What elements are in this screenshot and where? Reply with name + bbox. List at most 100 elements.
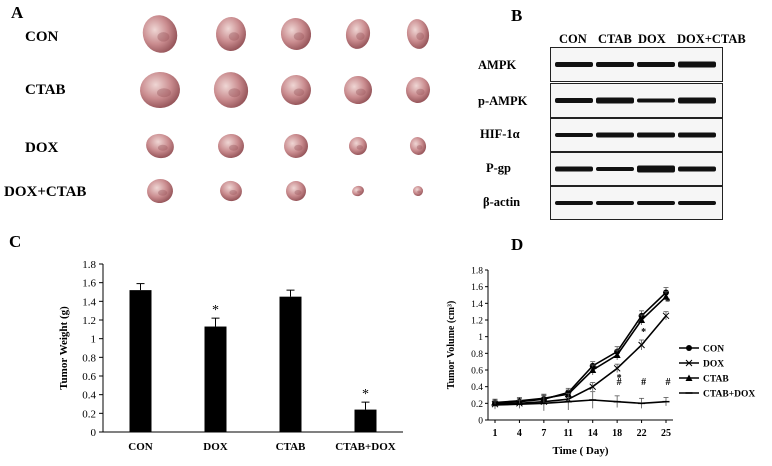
y-tick-label: 0.8: [471, 350, 483, 360]
x-tick-label: 11: [564, 428, 573, 439]
blot-band: [678, 166, 716, 172]
tumor: [413, 186, 423, 196]
series-point: [589, 383, 597, 391]
series-point: [662, 312, 670, 320]
tumor-spot: [228, 32, 240, 41]
tumor-row-label-dox-ctab: DOX+CTAB: [4, 184, 87, 200]
series-point: [613, 351, 621, 358]
y-tick-label: 1.4: [471, 300, 483, 310]
series-line: [494, 315, 667, 405]
tumor: [147, 178, 173, 204]
tumor-spot: [157, 88, 171, 98]
blot-band: [555, 133, 593, 137]
significance-hash: #: [666, 377, 671, 388]
series-point: [613, 364, 621, 372]
tumor-row-label-ctab: CTAB: [25, 82, 66, 98]
tumor-spot: [356, 145, 363, 150]
legend-label: CTAB+DOX: [703, 390, 755, 400]
bar: [129, 290, 152, 432]
significance-asterisk: *: [617, 373, 622, 384]
bar: [279, 296, 302, 432]
tumor-spot: [228, 88, 241, 98]
x-tick-label: 7: [541, 428, 546, 439]
y-tick-label: 1.2: [82, 315, 96, 327]
tumor: [345, 19, 371, 49]
tumor: [344, 76, 372, 104]
tumor-spot: [357, 190, 362, 193]
panel-letter-a: A: [11, 3, 24, 22]
tumor: [281, 75, 311, 105]
tumor-spot: [416, 32, 425, 40]
tumor: [280, 18, 312, 50]
tumor-spot: [416, 145, 423, 150]
tumor: [352, 185, 364, 197]
x-tick-label: DOX: [203, 441, 228, 453]
tumor: [218, 133, 244, 159]
tumor: [406, 19, 430, 49]
tumor: [349, 137, 367, 155]
wb-strip-pgp: [550, 152, 723, 186]
tumor: [409, 137, 427, 155]
tumor: [284, 134, 308, 158]
tumor-weight-bar-chart: 0 0.2 0.4 0.6 0.8 1 1.2 1.4 1.6 1.8 Tumor Weight (…: [58, 259, 403, 453]
x-tick-label: 25: [661, 428, 671, 439]
tumor: [142, 15, 178, 53]
panel-letter-c: C: [9, 232, 22, 251]
bar: [354, 409, 377, 432]
legend-label: DOX: [703, 360, 724, 370]
significance-asterisk: *: [666, 297, 671, 308]
y-tick-label: 1.2: [471, 317, 483, 327]
blot-band: [678, 97, 716, 104]
y-tick-label: 0.4: [471, 383, 483, 393]
y-tick-label: 0.2: [471, 400, 483, 410]
wb-strip-ampk: [550, 47, 723, 82]
blot-band: [596, 62, 634, 67]
tumor-photo: [140, 15, 431, 204]
series-line: [494, 399, 667, 406]
y-tick-label: 1.8: [471, 267, 483, 277]
series-point: [589, 366, 597, 373]
y-tick-label: 1.4: [82, 296, 96, 308]
blot-band: [637, 132, 675, 138]
y-tick-label: 1.6: [471, 283, 483, 293]
blot-band: [555, 201, 593, 205]
blot-band: [596, 97, 634, 104]
y-axis-label: Tumor Volume (cm³): [446, 301, 457, 390]
tumor-spot: [157, 32, 170, 42]
blot-band: [555, 166, 593, 172]
blot-band: [678, 61, 716, 68]
y-axis-label: Tumor Weight (g): [58, 306, 70, 390]
western-blot-panel: CON CTAB DOX DOX+CTAB: [470, 0, 772, 225]
significance-marker: *: [212, 303, 219, 318]
legend-label: CTAB: [703, 375, 729, 385]
tumor-spot: [416, 88, 425, 96]
x-tick-label: CON: [128, 441, 153, 453]
tumor: [146, 133, 174, 159]
y-tick-label: 1.6: [82, 278, 96, 290]
tumor-spot: [293, 88, 305, 96]
tumor: [220, 180, 242, 202]
y-tick-label: 0.8: [82, 352, 96, 364]
series-ctab: [491, 291, 670, 406]
significance-hash: #: [641, 377, 646, 388]
y-tick-label: 0: [91, 427, 97, 439]
wb-label-hif: HIF-1α: [480, 127, 520, 141]
y-tick-label: 1: [478, 333, 483, 343]
series-line: [494, 296, 667, 404]
significance-marker: *: [362, 387, 369, 402]
x-tick-label: 18: [612, 428, 622, 439]
tumor-spot: [229, 190, 238, 195]
series-ctab-dox: [491, 391, 670, 411]
series-con: [492, 287, 669, 407]
bar: [204, 326, 227, 432]
x-tick-label: 1: [493, 428, 498, 439]
series-point: [662, 293, 670, 300]
tumor-spot: [356, 32, 365, 40]
tumor-spot: [294, 144, 303, 151]
y-tick-label: 1.8: [82, 259, 96, 271]
tumor-spot: [294, 190, 302, 195]
y-tick-label: 0.6: [471, 367, 483, 377]
blot-band: [596, 132, 634, 138]
wb-strip-hif: [550, 118, 723, 152]
series-point: [638, 341, 645, 349]
